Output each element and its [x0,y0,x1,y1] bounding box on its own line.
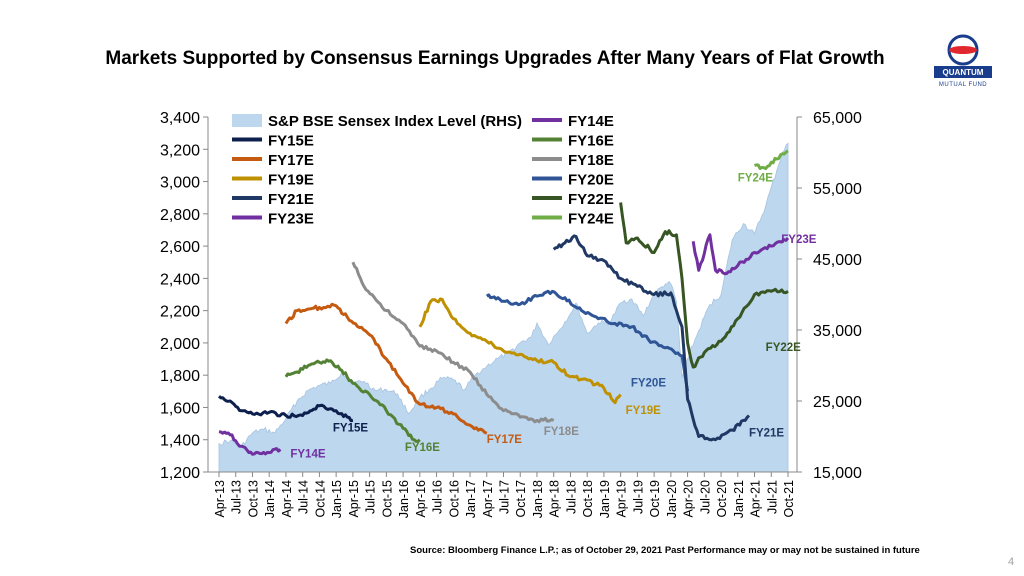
x-tick-label: Apr-15 [347,480,361,518]
series-line-fy22e [619,202,789,369]
series-line-fy17e [284,302,488,435]
x-tick-label: Jul-17 [498,480,512,514]
source-note: Source: Bloomberg Finance L.P.; as of Oc… [410,545,920,556]
series-label-fy22e: FY22E [766,342,801,354]
legend-label-fy16e: FY16E [568,133,614,150]
y-left-tick-label: 2,600 [160,239,200,256]
legend-label-fy22e: FY22E [568,191,614,208]
x-tick-label: Jan-15 [330,480,344,518]
series-label-fy17e: FY17E [487,434,522,446]
logo-text: QUANTUM [943,68,984,77]
y-left-tick-label: 3,000 [160,175,200,192]
series-line-fy14e [218,430,282,456]
legend-label-sensex: S&P BSE Sensex Index Level (RHS) [268,113,522,130]
x-tick-label: Apr-18 [548,480,562,518]
x-tick-label: Jan-19 [598,480,612,518]
x-tick-label: Jul-14 [297,480,311,514]
y-left-tick-label: 2,200 [160,304,200,321]
x-tick-label: Jul-18 [564,480,578,514]
series-label-fy24e: FY24E [738,173,773,185]
x-tick-label: Jan-18 [531,480,545,518]
legend-label-fy15e: FY15E [268,133,314,150]
y-left-tick-label: 2,800 [160,207,200,224]
x-tick-label: Oct-19 [648,480,662,518]
series-label-fy20e: FY20E [631,377,666,389]
x-tick-label: Apr-13 [213,480,227,518]
legend-label-fy17e: FY17E [268,152,314,169]
series-label-fy18e: FY18E [544,426,579,438]
sensex-earnings-chart: 1,200 1,400 1,600 1,800 2,000 2,200 2,400 2,600… [160,110,862,518]
x-tick-label: Jan-20 [665,480,679,518]
x-tick-label: Apr-21 [749,480,763,518]
x-tick-label: Jul-20 [698,480,712,514]
series-labels-layer: FY14E FY15E FY16E FY17E FY18E FY19E FY20E FY21E… [290,173,816,461]
series-label-fy14e: FY14E [290,448,325,460]
legend-label-fy21e: FY21E [268,191,314,208]
x-tick-label: Oct-20 [715,480,729,518]
x-tick-label: Oct-21 [782,480,796,518]
legend-label-fy20e: FY20E [568,172,614,189]
series-label-fy21e: FY21E [749,428,784,440]
series-label-fy16e: FY16E [405,442,440,454]
y-right-tick-label: 35,000 [813,323,862,340]
x-tick-label: Apr-14 [280,480,294,518]
y-left-tick-label: 3,200 [160,142,200,159]
y-left-tick-label: 1,800 [160,368,200,385]
quantum-logo: QUANTUM [932,28,994,90]
series-line-fy24e [754,149,789,171]
series-lines-layer [217,149,790,456]
x-tick-label: Oct-15 [380,480,394,518]
legend-label-fy19e: FY19E [268,172,314,189]
series-line-fy20e [485,289,690,392]
series-label-fy23e: FY23E [781,234,816,246]
series-label-fy19e: FY19E [626,405,661,417]
legend-label-fy24e: FY24E [568,211,614,228]
x-tick-label: Oct-17 [514,480,528,518]
x-tick-label: Oct-14 [313,480,327,518]
x-tick-label: Jul-16 [431,480,445,514]
x-tick-label: Oct-18 [581,480,595,518]
x-tick-label: Jul-19 [631,480,645,514]
x-tick-label: Jul-13 [230,480,244,514]
series-line-fy18e [351,261,555,424]
x-tick-label: Apr-20 [682,480,696,518]
legend-label-fy18e: FY18E [568,152,614,169]
x-tick-label: Oct-13 [246,480,260,518]
legend-swatch-sensex [232,114,262,127]
series-line-fy19e [418,297,622,405]
legend-label-fy14e: FY14E [568,113,614,130]
y-left-tick-label: 2,400 [160,271,200,288]
x-tick-label: Jul-15 [364,480,378,514]
series-label-fy15e: FY15E [333,423,368,435]
series-line-fy15e [217,395,354,423]
axes-layer: 1,200 1,400 1,600 1,800 2,000 2,200 2,400 2,600… [160,110,862,518]
y-left-tick-label: 3,400 [160,110,200,127]
y-left-tick-label: 1,400 [160,433,200,450]
x-tick-label: Jan-21 [732,480,746,518]
y-left-tick-label: 1,600 [160,400,200,417]
y-right-tick-label: 55,000 [813,181,862,198]
x-tick-label: Apr-17 [481,480,495,518]
legend: S&P BSE Sensex Index Level (RHS) FY14E FY1… [232,113,614,228]
series-line-fy16e [284,358,421,443]
y-right-tick-label: 45,000 [813,252,862,269]
series-line-fy21e [552,234,751,442]
x-tick-label: Oct-16 [447,480,461,518]
y-right-tick-label: 65,000 [813,110,862,127]
slide-title: Markets Supported by Consensus Earnings … [105,48,885,69]
x-tick-label: Jan-17 [464,480,478,518]
legend-label-fy23e: FY23E [268,211,314,228]
y-left-tick-label: 1,200 [160,465,200,482]
page-number: 4 [1008,556,1015,568]
logo-subtext: MUTUAL FUND [938,82,988,88]
x-tick-label: Apr-16 [414,480,428,518]
y-right-tick-label: 15,000 [813,465,862,482]
x-tick-label: Jul-21 [765,480,779,514]
x-tick-label: Apr-19 [615,480,629,518]
x-tick-label: Jan-14 [263,480,277,518]
y-right-tick-label: 25,000 [813,394,862,411]
x-tick-label: Jan-16 [397,480,411,518]
series-line-fy23e [691,233,790,276]
y-left-tick-label: 2,000 [160,336,200,353]
